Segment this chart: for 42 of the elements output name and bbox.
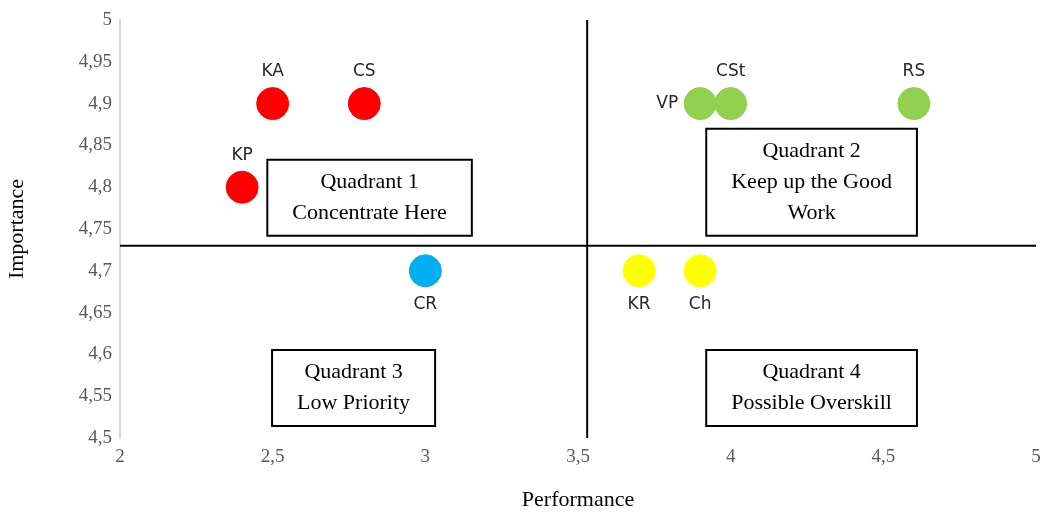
x-tick-label: 5 (1031, 445, 1041, 467)
point (683, 254, 717, 288)
point (714, 87, 748, 121)
annotation: CSt (716, 60, 746, 81)
y-tick-label: 4,75 (78, 216, 112, 238)
x-tick-label: 2,5 (260, 445, 285, 467)
annotation: Quadrant 1 Concentrate Here (292, 168, 447, 224)
annotation: KP (231, 143, 253, 164)
point (225, 170, 259, 204)
x-tick-label: 2 (115, 445, 125, 467)
point (347, 87, 381, 121)
annotation: Quadrant 4 Possible Overskill (731, 358, 892, 415)
annotation: CR (413, 293, 438, 314)
x-tick-label: 4 (725, 445, 736, 467)
annotation: Ch (688, 293, 712, 314)
annotation: Quadrant 3 Low Priority (297, 358, 411, 415)
x-tick-label: 3 (420, 445, 431, 467)
y-tick-label: 4,6 (88, 342, 112, 364)
annotation: KR (627, 293, 651, 314)
point (256, 87, 290, 121)
y-tick-label: 4,5 (88, 425, 112, 447)
y-tick-label: 4,9 (88, 91, 112, 113)
x-tick-label: 4,5 (871, 445, 896, 467)
point (897, 87, 931, 121)
point (683, 87, 717, 121)
x-axis-title: Performance (521, 485, 635, 511)
y-tick-label: 4,55 (78, 384, 112, 406)
annotation: Quadrant 2 Keep up the Good Work (731, 137, 892, 224)
y-tick-label: 4,8 (88, 175, 112, 197)
point (408, 254, 442, 288)
y-tick-label: 5 (102, 7, 112, 29)
annotation: VP (656, 92, 679, 113)
y-tick-label: 4,65 (78, 300, 112, 322)
annotation: CS (352, 60, 376, 81)
y-tick-label: 4,95 (78, 49, 112, 71)
point (622, 254, 656, 288)
annotation: RS (902, 60, 926, 81)
y-tick-label: 4,7 (88, 258, 112, 280)
annotation: KA (261, 60, 285, 81)
x-tick-label: 3,5 (566, 445, 590, 467)
y-tick-label: 4,85 (78, 133, 112, 155)
y-axis-title: Importance (2, 178, 28, 280)
